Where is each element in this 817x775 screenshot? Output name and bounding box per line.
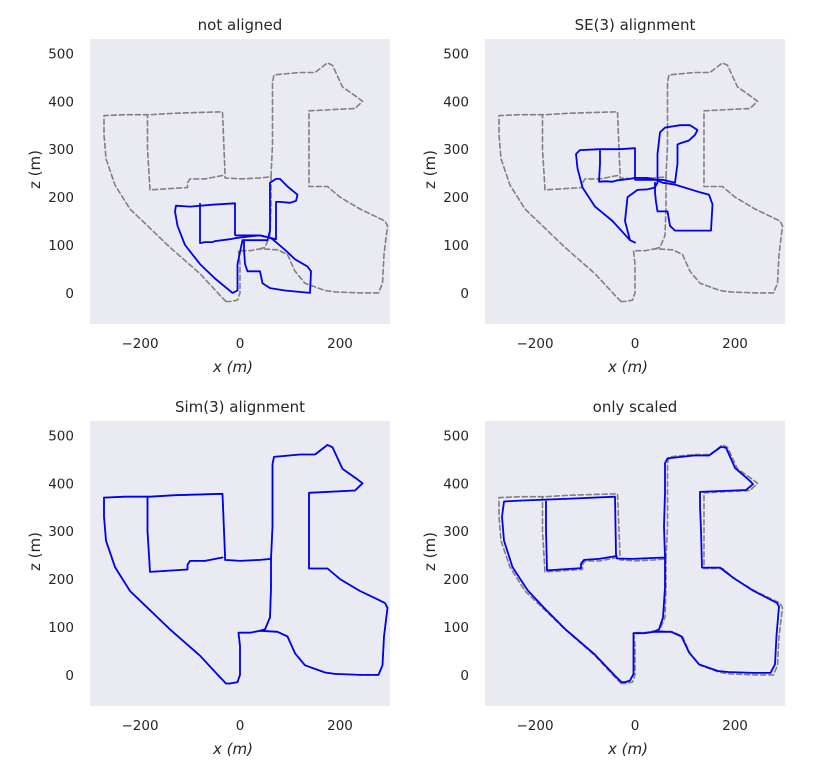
y-tick-label: 100 <box>48 238 74 254</box>
y-axis-label: z (m) <box>26 532 44 571</box>
x-tick-label: 200 <box>327 718 353 734</box>
x-tick-label: −200 <box>516 336 553 352</box>
chart-title: SE(3) alignment <box>575 16 696 34</box>
reference-trajectory-3 <box>259 176 272 250</box>
panel-3: Sim(3) alignment −200 0 200 0 100 200 300 400 500… <box>26 398 390 758</box>
plot-area <box>485 421 785 706</box>
panel-2: SE(3) alignment −200 0 200 0 100 200 300 400 500 x… <box>421 16 785 376</box>
x-axis-label: x (m) <box>212 358 253 376</box>
y-tick-label: 400 <box>48 94 74 110</box>
estimated-trajectory-4 <box>575 124 699 244</box>
series-group <box>498 444 784 685</box>
x-tick-label: 0 <box>236 718 245 734</box>
x-tick-label: 0 <box>631 718 640 734</box>
series-group <box>103 62 389 303</box>
chart-title: not aligned <box>198 16 283 34</box>
x-tick-label: −200 <box>516 718 553 734</box>
y-tick-label: 300 <box>48 524 74 540</box>
y-axis-label: z (m) <box>421 150 439 189</box>
chart-title: Sim(3) alignment <box>175 398 305 416</box>
y-tick-label: 0 <box>460 668 469 684</box>
y-tick-label: 500 <box>48 428 74 444</box>
x-tick-label: 200 <box>722 718 748 734</box>
x-tick-label: 200 <box>327 336 353 352</box>
panel-4: only scaled −200 0 200 0 100 200 300 400 500 x (m)… <box>421 398 785 758</box>
x-axis-label: x (m) <box>607 358 648 376</box>
x-tick-label: 0 <box>236 336 245 352</box>
y-axis-label: z (m) <box>421 532 439 571</box>
series-group <box>498 62 784 303</box>
y-tick-label: 500 <box>48 46 74 62</box>
y-tick-label: 0 <box>65 668 74 684</box>
y-tick-label: 300 <box>443 524 469 540</box>
estimated-trajectory-5 <box>598 148 714 232</box>
chart-title: only scaled <box>593 398 678 416</box>
estimated-trajectory-6 <box>259 558 272 632</box>
y-tick-label: 200 <box>443 190 469 206</box>
reference-trajectory-1 <box>498 62 784 303</box>
reference-trajectory-3 <box>654 176 667 250</box>
y-tick-label: 0 <box>65 286 74 302</box>
x-tick-label: −200 <box>121 336 158 352</box>
y-tick-label: 200 <box>48 190 74 206</box>
x-axis-label: x (m) <box>212 740 253 758</box>
panel-1: not aligned −200 0 200 0 100 200 300 400 500 x (m)… <box>26 16 390 376</box>
y-tick-label: 100 <box>443 620 469 636</box>
estimated-trajectory-5 <box>545 500 617 572</box>
x-tick-label: 0 <box>631 336 640 352</box>
estimated-trajectory-4 <box>174 178 299 294</box>
y-tick-label: 0 <box>460 286 469 302</box>
plot-area <box>90 39 390 324</box>
y-tick-label: 100 <box>443 238 469 254</box>
y-tick-label: 400 <box>443 476 469 492</box>
y-tick-label: 300 <box>443 142 469 158</box>
estimated-trajectory-5 <box>199 202 312 294</box>
x-tick-label: −200 <box>121 718 158 734</box>
reference-trajectory-2 <box>146 114 224 191</box>
series-group <box>103 444 389 685</box>
estimated-trajectory-5 <box>146 496 224 573</box>
y-tick-label: 300 <box>48 142 74 158</box>
y-tick-label: 100 <box>48 620 74 636</box>
plot-area <box>485 39 785 324</box>
y-tick-label: 200 <box>48 572 74 588</box>
reference-trajectory-2 <box>541 496 619 573</box>
estimated-trajectory-6 <box>653 556 666 633</box>
x-tick-label: 200 <box>722 336 748 352</box>
y-tick-label: 400 <box>443 94 469 110</box>
y-tick-label: 500 <box>443 46 469 62</box>
reference-trajectory-1 <box>103 62 389 303</box>
x-axis-label: x (m) <box>607 740 648 758</box>
y-tick-label: 200 <box>443 572 469 588</box>
y-axis-label: z (m) <box>26 150 44 189</box>
estimated-trajectory-4 <box>501 446 780 683</box>
y-tick-label: 400 <box>48 476 74 492</box>
estimated-trajectory-4 <box>103 444 389 685</box>
y-tick-label: 500 <box>443 428 469 444</box>
